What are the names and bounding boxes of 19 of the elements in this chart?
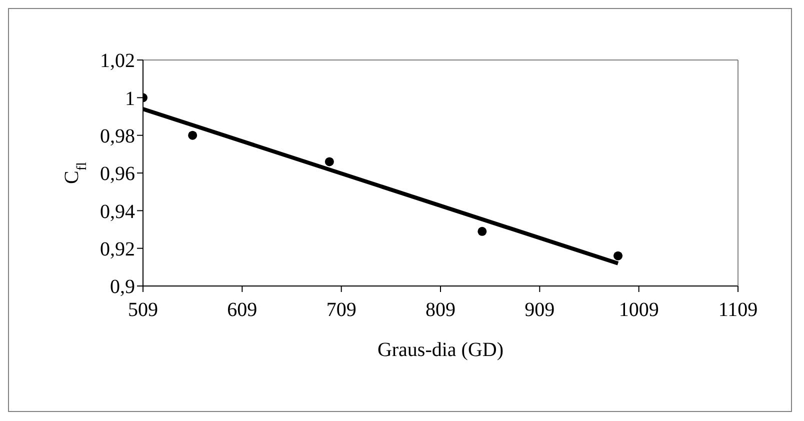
- y-tick-label: 1: [125, 88, 135, 110]
- x-tick-label: 1109: [718, 299, 758, 322]
- point: [188, 130, 198, 140]
- x-tick-label: 709: [326, 299, 356, 322]
- x-tick-label: 1009: [618, 299, 659, 322]
- y-tick-label: 0,98: [100, 125, 135, 148]
- x-tick-label: 609: [227, 299, 258, 322]
- y-tick-label: 0,9: [110, 276, 135, 298]
- point: [324, 157, 334, 166]
- x-axis-title: Graus-dia (GD): [377, 339, 504, 361]
- point: [478, 226, 487, 236]
- y-tick-label: 0,96: [100, 163, 135, 186]
- y-tick-label: 0,92: [100, 238, 135, 260]
- x-tick-label: 909: [524, 299, 555, 322]
- x-tick-label: 809: [426, 299, 456, 322]
- point: [614, 251, 623, 260]
- y-tick-label: 1,02: [100, 50, 135, 72]
- x-tick-label: 509: [128, 299, 158, 322]
- y-tick-label: 0,94: [100, 200, 135, 223]
